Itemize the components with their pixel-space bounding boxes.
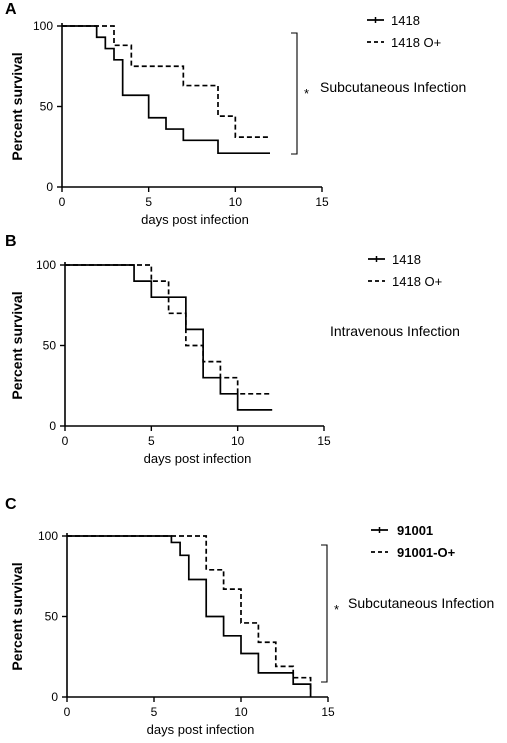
y-tick-label: 0 [49,419,56,433]
series-line-2 [62,25,270,138]
significance-marker: * [304,86,309,101]
legend-entry: 1418 [391,13,420,28]
x-axis-title: days post infection [147,722,255,737]
significance-marker: * [334,602,339,617]
y-axis-title: Percent survival [9,291,25,399]
panel-annotation: Subcutaneous Infection [348,595,494,611]
x-tick-label: 10 [231,434,245,448]
x-axis-title: days post infection [144,451,252,466]
x-tick-label: 15 [317,434,331,448]
y-tick-label: 50 [43,339,57,353]
x-tick-label: 15 [321,705,335,719]
x-tick-label: 0 [62,434,69,448]
legend-entry: 1418 O+ [391,35,441,50]
x-tick-label: 0 [59,195,66,209]
x-tick-label: 10 [229,195,243,209]
significance-bracket [321,544,328,683]
x-axis-title: days post infection [141,212,249,227]
legend-entry: 91001 [397,523,433,538]
significance-bracket [291,32,298,155]
chart-panel-b: B 0 50 100 0 5 10 15 days post infection Percent … [5,233,460,466]
series-line-1 [65,264,273,411]
x-tick-label: 15 [315,195,329,209]
x-tick-label: 0 [64,705,71,719]
series-line-2 [67,535,312,691]
chart-panel-c: C 0 50 100 0 5 10 15 days post infection Percent … [5,496,494,737]
y-tick-label: 50 [40,100,54,114]
legend-entry: 1418 [392,252,421,267]
y-tick-label: 100 [38,529,58,543]
panel-label: A [5,1,17,18]
x-tick-label: 10 [234,705,248,719]
x-tick-label: 5 [145,195,152,209]
y-tick-label: 100 [36,258,56,272]
y-tick-label: 0 [51,690,58,704]
series-line-2 [65,264,273,395]
panel-annotation: Intravenous Infection [330,323,460,339]
panel-label: B [5,233,17,250]
y-tick-label: 0 [46,180,53,194]
x-tick-label: 5 [148,434,155,448]
series-line-1 [67,535,312,697]
panel-label: C [5,496,17,513]
y-tick-label: 100 [33,19,53,33]
y-axis-title: Percent survival [9,52,25,160]
x-tick-label: 5 [151,705,158,719]
chart-panel-a: A 0 50 100 0 5 10 15 days post infection Percent … [5,1,466,227]
y-tick-label: 50 [45,610,59,624]
legend-entry: 91001-O+ [397,545,456,560]
series-line-1 [62,25,270,155]
panel-annotation: Subcutaneous Infection [320,79,466,95]
y-axis-title: Percent survival [9,562,25,670]
legend-entry: 1418 O+ [392,274,442,289]
